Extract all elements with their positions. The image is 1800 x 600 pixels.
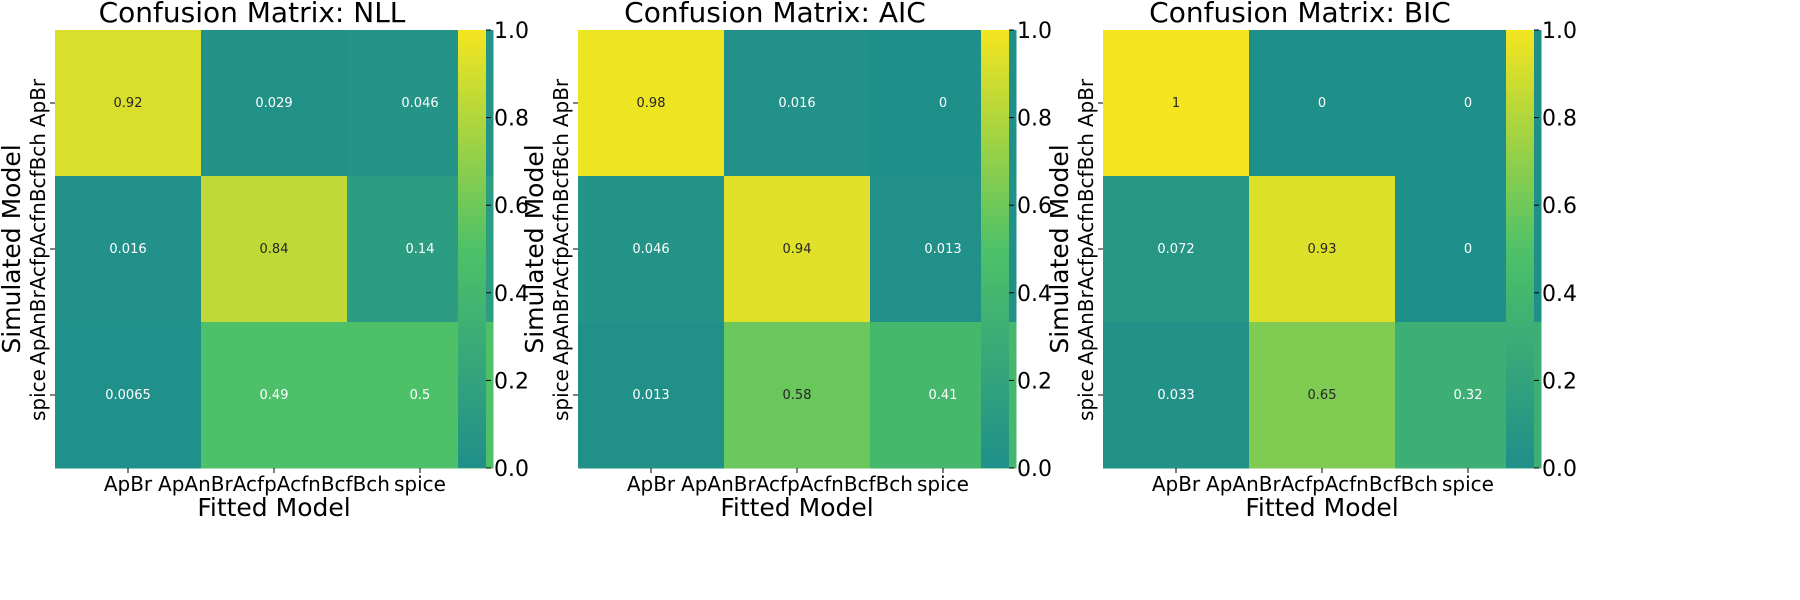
y-tick-label: spice (26, 369, 50, 421)
chart-title: Confusion Matrix: AIC (624, 0, 926, 29)
cell-value-label: 0 (1464, 96, 1472, 111)
y-tick-label: ApAnBrAcfpAcfnBcfBch (26, 133, 50, 365)
x-axis-label: Fitted Model (1245, 493, 1398, 522)
y-axis-label: Simulated Model (1045, 144, 1074, 353)
colorbar-tick-label: 0.6 (1017, 194, 1052, 219)
y-tick-label: spice (549, 369, 573, 421)
x-tick-label: ApBr (104, 472, 153, 496)
cell-value-label: 0.93 (1308, 242, 1337, 257)
heatmap-cell (1103, 322, 1250, 469)
heatmap-cell (1249, 30, 1396, 177)
colorbar-tick-label: 0.0 (1017, 457, 1052, 482)
colorbar-tick-label: 0.8 (1017, 107, 1052, 132)
cell-value-label: 0.41 (929, 388, 958, 403)
colorbar-tick-label: 0.0 (494, 457, 529, 482)
cell-value-label: 0.013 (632, 388, 669, 403)
cell-value-label: 0.84 (260, 242, 289, 257)
cell-value-label: 0.029 (255, 96, 292, 111)
colorbar-tick-label: 0.4 (1542, 282, 1577, 307)
cell-value-label: 0.072 (1157, 242, 1194, 257)
cell-value-label: 0.94 (783, 242, 812, 257)
heatmap-cell (1249, 322, 1396, 469)
heatmap-cell (55, 176, 202, 323)
heatmap-cell (201, 30, 348, 177)
colorbar-tick-label: 0.2 (1017, 369, 1052, 394)
colorbar-tick-label: 1.0 (494, 19, 529, 44)
colorbar-tick-label: 0.6 (1542, 194, 1577, 219)
colorbar (1506, 30, 1534, 468)
heatmap-cell (1103, 30, 1250, 177)
heatmap-cell (578, 30, 725, 177)
colorbar-tick-label: 0.4 (494, 282, 529, 307)
x-tick-label: ApAnBrAcfpAcfnBcfBch (1206, 472, 1438, 496)
cell-value-label: 0.58 (783, 388, 812, 403)
y-tick-label: ApBr (549, 78, 573, 127)
colorbar-tick-label: 0.4 (1017, 282, 1052, 307)
cell-value-label: 0.49 (260, 388, 289, 403)
y-tick-label: ApBr (26, 78, 50, 127)
x-tick-label: spice (1442, 472, 1494, 496)
chart-title: Confusion Matrix: NLL (99, 0, 406, 29)
colorbar-tick-label: 1.0 (1017, 19, 1052, 44)
cell-value-label: 0 (1464, 242, 1472, 257)
cell-value-label: 0.5 (410, 388, 431, 403)
x-tick-label: spice (917, 472, 969, 496)
heatmap-cell (578, 176, 725, 323)
cell-value-label: 0.046 (401, 96, 438, 111)
heatmap-cell (55, 322, 202, 469)
heatmap-panel-3: Confusion Matrix: BIC 1 0 0 0.072 0.93 0 0.033 0… (1045, 0, 1577, 522)
heatmap-cell (578, 322, 725, 469)
cell-value-label: 0.92 (114, 96, 143, 111)
heatmap-cell (724, 322, 871, 469)
cell-value-label: 0 (1318, 96, 1326, 111)
heatmap-panel-2: Confusion Matrix: AIC 0.98 0.016 0 0.046 0.94… (520, 0, 1052, 522)
heatmap-cell (1103, 176, 1250, 323)
colorbar (981, 30, 1009, 468)
cell-value-label: 0.0065 (105, 388, 151, 403)
cell-value-label: 0.033 (1157, 388, 1194, 403)
x-axis-label: Fitted Model (720, 493, 873, 522)
cell-value-label: 0.98 (637, 96, 666, 111)
cell-value-label: 0.046 (632, 242, 669, 257)
x-tick-label: spice (394, 472, 446, 496)
x-axis-label: Fitted Model (197, 493, 350, 522)
y-tick-label: ApAnBrAcfpAcfnBcfBch (549, 133, 573, 365)
colorbar-tick-label: 0.8 (1542, 107, 1577, 132)
colorbar-tick-label: 1.0 (1542, 19, 1577, 44)
x-tick-label: ApAnBrAcfpAcfnBcfBch (158, 472, 390, 496)
cell-value-label: 1 (1172, 96, 1180, 111)
y-tick-label: ApBr (1074, 78, 1098, 127)
x-tick-label: ApBr (1152, 472, 1201, 496)
heatmap-cell (55, 30, 202, 177)
colorbar-tick-label: 0.2 (1542, 369, 1577, 394)
chart-title: Confusion Matrix: BIC (1149, 0, 1451, 29)
cell-value-label: 0.32 (1454, 388, 1483, 403)
heatmap-cell (724, 30, 871, 177)
colorbar-tick-label: 0.0 (1542, 457, 1577, 482)
heatmap-cell (1249, 176, 1396, 323)
y-tick-label: spice (1074, 369, 1098, 421)
y-axis-label: Simulated Model (520, 144, 549, 353)
cell-value-label: 0.016 (109, 242, 146, 257)
heatmap-cell (201, 176, 348, 323)
y-tick-label: ApAnBrAcfpAcfnBcfBch (1074, 133, 1098, 365)
heatmap-panel-1: Confusion Matrix: NLL 0.92 0.029 0.046 0.016… (0, 0, 529, 522)
colorbar-tick-label: 0.8 (494, 107, 529, 132)
cell-value-label: 0 (939, 96, 947, 111)
colorbar (458, 30, 486, 468)
heatmap-cell (724, 176, 871, 323)
cell-value-label: 0.65 (1308, 388, 1337, 403)
colorbar-tick-label: 0.6 (494, 194, 529, 219)
y-axis-label: Simulated Model (0, 144, 26, 353)
colorbar-tick-label: 0.2 (494, 369, 529, 394)
cell-value-label: 0.016 (778, 96, 815, 111)
x-tick-label: ApAnBrAcfpAcfnBcfBch (681, 472, 913, 496)
heatmap-cell (201, 322, 348, 469)
cell-value-label: 0.013 (924, 242, 961, 257)
cell-value-label: 0.14 (406, 242, 435, 257)
x-tick-label: ApBr (627, 472, 676, 496)
